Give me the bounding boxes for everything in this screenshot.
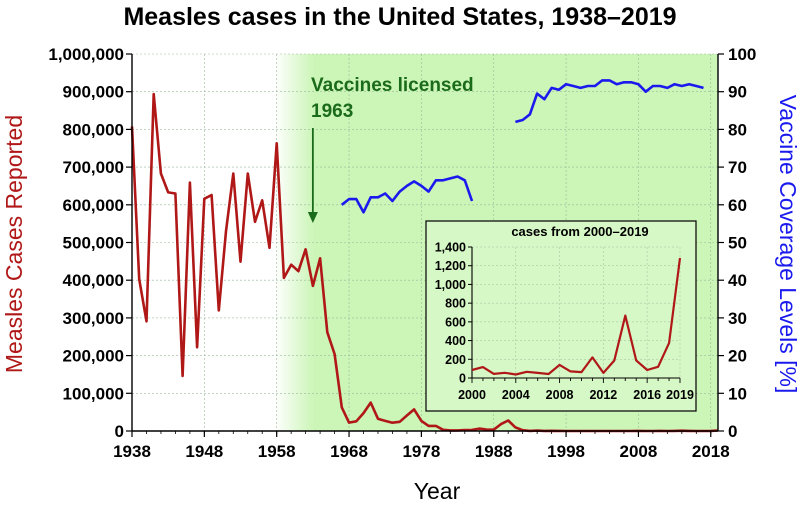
inset-y-tick-label: 1,200 [435,259,466,273]
y-tick-label-left: 200,000 [63,347,124,366]
y-tick-label-left: 500,000 [63,234,124,253]
inset-box [425,220,697,412]
y-tick-label-right: 100 [728,45,756,64]
y-tick-label-right: 60 [728,196,747,215]
inset-x-tick-label: 2012 [589,388,617,402]
y-tick-label-right: 80 [728,120,747,139]
inset-y-tick-label: 600 [445,315,466,329]
inset-x-tick-label: 2004 [502,388,530,402]
x-tick-label: 2008 [620,442,658,461]
y-tick-label-left: 100,000 [63,384,124,403]
y-tick-label-right: 0 [728,422,737,441]
vaccine-annotation-line2: 1963 [311,101,353,122]
y-tick-label-right: 70 [728,158,747,177]
coverage-line [515,79,704,124]
x-tick-label: 1978 [402,442,440,461]
inset-chart: 0 200 400 600 800 1,000 1,200 1,400 2000 2004 2008… [425,220,697,412]
inset-x-tick-label: 2016 [633,388,661,402]
inset-y-tick-label: 0 [459,372,466,386]
y-tick-label-right: 40 [728,271,747,290]
y-axis-label-left: Measles Cases Reported [1,115,27,373]
axes: 1938 1948 1958 1968 1978 1988 1998 2008 20180100… [48,45,756,461]
y-axis-label-right: Vaccine Coverage Levels [%] [775,95,800,394]
x-tick-label: 1998 [547,442,585,461]
vaccine-annotation-line1: Vaccines licensed [311,75,474,96]
y-tick-label-left: 700,000 [63,158,124,177]
inset-y-tick-label: 1,000 [435,278,466,292]
x-tick-label: 1958 [258,442,296,461]
inset-y-tick-label: 1,400 [435,241,466,255]
inset-y-tick-label: 400 [445,334,466,348]
x-tick-label: 1988 [475,442,513,461]
y-tick-label-left: 800,000 [63,120,124,139]
y-tick-label-left: 900,000 [63,83,124,102]
y-tick-label-left: 0 [115,422,124,441]
x-axis-label: Year [414,478,461,504]
chart-title: Measles cases in the United States, 1938… [123,3,676,31]
inset-x-tick-label: 2008 [546,388,574,402]
y-tick-label-right: 90 [728,83,747,102]
y-tick-label-right: 10 [728,384,747,403]
x-tick-label: 1948 [185,442,223,461]
y-tick-label-left: 400,000 [63,271,124,290]
inset-y-tick-label: 200 [445,353,466,367]
y-tick-label-left: 600,000 [63,196,124,215]
coverage-line [340,175,474,214]
inset-y-tick-label: 800 [445,297,466,311]
labels: Measles cases in the United States, 1938… [1,3,800,504]
y-tick-label-right: 30 [728,309,747,328]
inset-x-tick-label: 2019 [666,388,694,402]
x-tick-label: 2018 [692,442,730,461]
y-tick-label-right: 50 [728,234,747,253]
y-tick-label-left: 1,000,000 [48,45,124,64]
inset-x-tick-label: 2000 [458,388,486,402]
y-tick-label-right: 20 [728,347,747,366]
vaccine-annotation-arrowhead [307,212,318,223]
x-tick-label: 1938 [113,442,151,461]
x-tick-label: 1968 [330,442,368,461]
inset-title: cases from 2000–2019 [511,224,648,239]
inset-cases-line [471,257,682,376]
y-tick-label-left: 300,000 [63,309,124,328]
